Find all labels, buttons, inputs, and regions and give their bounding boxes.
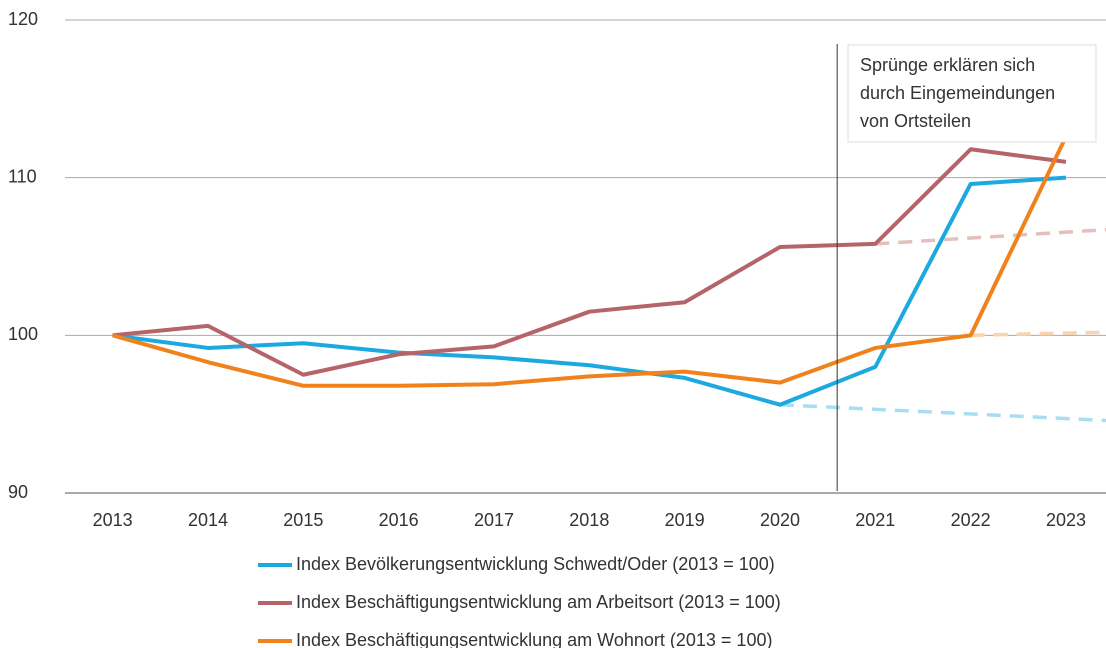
x-tick-label: 2016 (379, 510, 419, 530)
x-tick-label: 2014 (188, 510, 228, 530)
y-tick-label: 100 (8, 324, 38, 344)
x-tick-label: 2015 (283, 510, 323, 530)
series-line (112, 147, 1067, 377)
legend-label: Index Beschäftigungsentwicklung am Wohno… (296, 630, 772, 648)
x-tick-label: 2022 (951, 510, 991, 530)
x-tick-label: 2017 (474, 510, 514, 530)
x-tick-label: 2023 (1046, 510, 1086, 530)
legend-label: Index Beschäftigungsentwicklung am Arbei… (296, 592, 781, 612)
projection-line (779, 402, 1106, 423)
x-tick-label: 2018 (569, 510, 609, 530)
x-tick-label: 2021 (855, 510, 895, 530)
legend-label: Index Bevölkerungsentwicklung Schwedt/Od… (296, 554, 775, 574)
annotation-text: von Ortsteilen (860, 111, 971, 131)
series-line (112, 175, 1067, 407)
x-tick-label: 2013 (93, 510, 133, 530)
series-line (112, 135, 1068, 388)
annotation-text: Sprünge erklären sich (860, 55, 1035, 75)
projection-line (875, 227, 1106, 246)
y-tick-label: 90 (8, 482, 28, 502)
annotation-text: durch Eingemeindungen (860, 83, 1055, 103)
x-tick-label: 2019 (665, 510, 705, 530)
annotation-box (847, 44, 1097, 143)
y-tick-label: 110 (8, 166, 37, 186)
y-tick-label: 120 (8, 9, 38, 29)
x-tick-label: 2020 (760, 510, 800, 530)
